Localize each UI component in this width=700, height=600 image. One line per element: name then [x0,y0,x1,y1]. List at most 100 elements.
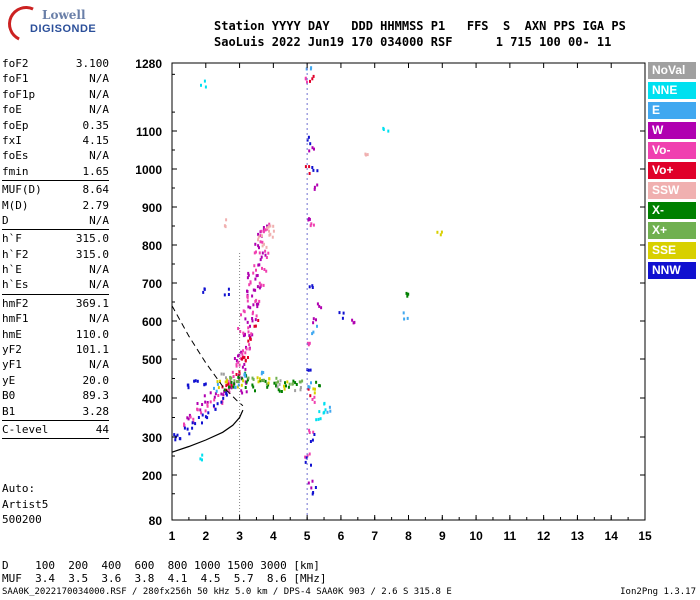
echo-point [236,380,238,384]
echo-point [247,271,250,275]
y-tick-label: 800 [142,239,162,253]
echo-point [311,77,314,81]
echo-point [308,385,311,389]
echo-point [251,317,254,320]
echo-point [294,389,297,393]
echo-point [214,392,217,396]
echo-point [314,486,317,489]
echo-point [235,363,238,367]
echo-point [292,379,295,383]
echo-point [230,380,233,384]
echo-point [206,416,209,420]
echo-point [237,375,240,379]
echo-point [304,460,307,464]
echo-point [311,438,314,442]
echo-point [353,320,356,324]
echo-point [247,305,250,309]
legend-item: NNE [648,82,696,99]
x-tick-label: 6 [338,529,345,543]
param-key: fxI [2,133,22,147]
echo-point [204,400,207,404]
echo-point [272,224,275,228]
echo-point [261,244,264,248]
echo-point [230,383,233,387]
param-row: h`F 315.0 [2,231,109,246]
param-value: N/A [89,149,109,163]
param-value: 101.1 [75,343,109,357]
echo-point [306,80,308,84]
echo-point [315,318,317,322]
legend-item: X- [648,202,696,219]
echo-point [250,332,253,336]
legend-item: SSW [648,182,696,199]
echo-point [249,306,252,310]
echo-point [315,418,318,422]
echo-point [240,389,243,393]
echo-point [235,359,238,363]
echo-point [236,385,239,389]
param-key: D [2,213,9,227]
echo-point [220,392,223,396]
legend-item: NoVal [648,62,696,79]
echo-point [295,383,298,386]
param-row: yF2 101.1 [2,342,109,357]
echo-point [216,382,219,386]
param-key: B1 [2,404,16,418]
echo-point [308,149,311,153]
echo-point [247,339,250,343]
echo-point [202,290,205,294]
digisonde-logo: Lowell DIGISONDE [2,0,114,48]
echo-point [260,255,263,259]
param-key: foE [2,103,22,117]
param-value: 20.0 [82,373,110,387]
echo-point [253,324,256,328]
echo-point [242,379,245,383]
logo-line1: Lowell [42,8,86,22]
echo-point [241,391,244,395]
param-key: yF1 [2,358,22,372]
echo-point [247,330,250,334]
echo-point [304,165,307,169]
param-row: foEp 0.35 [2,118,109,133]
param-row: C-level 44 [2,422,109,437]
echo-point [313,433,316,436]
echo-point [234,385,237,389]
echo-point [247,356,249,359]
param-separator [2,419,109,421]
footer-file-info: SAA0K_2022170034000.RSF / 280fx256h 50 k… [2,587,452,597]
echo-point [280,390,283,393]
echo-point [183,426,186,430]
echo-point [223,388,226,392]
param-key: foEs [2,149,29,163]
param-value: N/A [89,87,109,101]
echo-point [311,284,314,288]
echo-point [263,378,265,382]
echo-point [299,388,302,392]
param-separator [2,438,109,440]
echo-point [265,269,268,273]
echo-point [276,385,279,389]
echo-point [266,385,269,389]
echo-point [206,404,209,408]
echo-point [186,416,189,420]
echo-point [309,67,312,71]
echo-point [237,327,240,330]
echo-point [262,230,265,234]
echo-point [247,376,250,380]
echo-point [244,317,247,321]
echo-point [215,389,218,393]
echo-point [204,415,207,419]
param-key: foF1 [2,72,29,86]
header-line2: SaoLuis 2022 Jun19 170 034000 RSF 1 715 … [214,35,612,49]
param-row: hmF2 369.1 [2,296,109,311]
echo-point [245,390,248,394]
param-row: h`E N/A [2,262,109,277]
param-value: 89.3 [82,389,110,403]
param-row: yE 20.0 [2,373,109,388]
param-key: B0 [2,389,16,403]
param-key: foF2 [2,57,29,70]
x-tick-label: 4 [270,529,277,543]
echo-point [257,235,260,239]
echo-point [260,229,263,233]
echo-point [254,288,257,292]
